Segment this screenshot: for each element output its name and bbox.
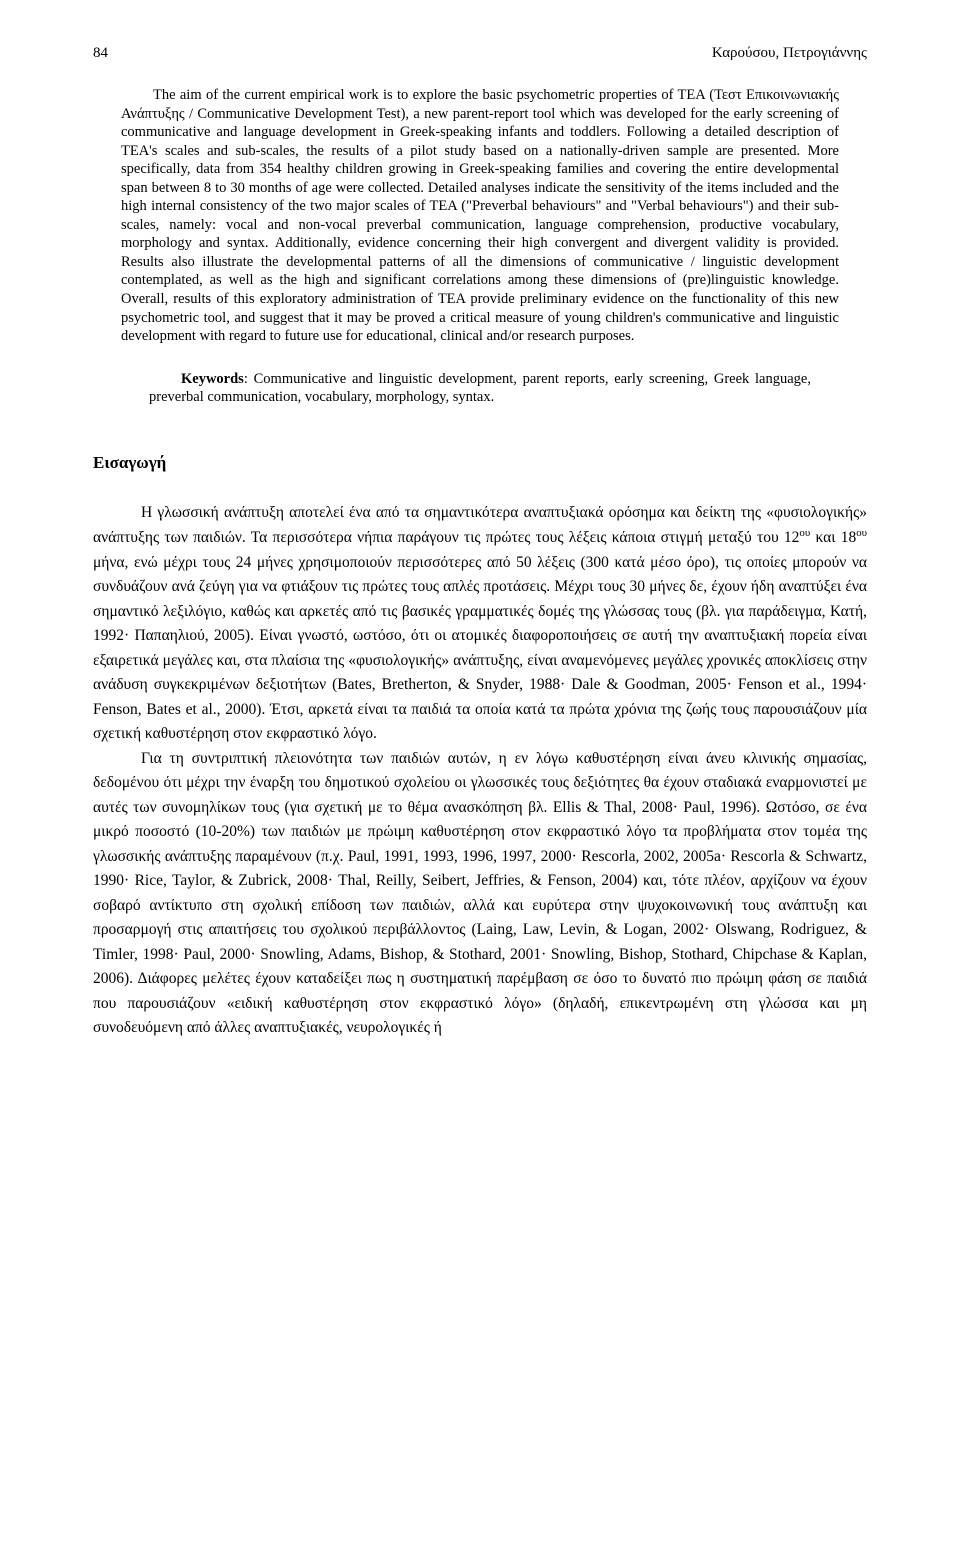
body-paragraph-1: Η γλωσσική ανάπτυξη αποτελεί ένα από τα … xyxy=(93,501,867,747)
keywords-text: : Communicative and linguistic developme… xyxy=(149,371,811,406)
abstract-text: The aim of the current empirical work is… xyxy=(121,86,839,346)
header-authors: Καρούσου, Πετρογιάννης xyxy=(712,45,867,62)
body-p1-part2: και 18 xyxy=(810,529,856,546)
page-number: 84 xyxy=(93,45,108,62)
keywords-label: Keywords xyxy=(181,371,244,387)
section-title: Εισαγωγή xyxy=(93,453,867,473)
body-p1-part1: Η γλωσσική ανάπτυξη αποτελεί ένα από τα … xyxy=(93,504,867,547)
keywords-block: Keywords: Communicative and linguistic d… xyxy=(149,370,811,407)
page-header: 84 Καρούσου, Πετρογιάννης xyxy=(93,45,867,62)
body-p1-sup2: ου xyxy=(856,527,867,539)
body-p1-part3: μήνα, ενώ μέχρι τους 24 μήνες χρησιμοποι… xyxy=(93,554,867,742)
body-paragraph-2: Για τη συντριπτική πλειονότητα των παιδι… xyxy=(93,747,867,1041)
keywords-line: Keywords: Communicative and linguistic d… xyxy=(149,370,811,407)
abstract-block: The aim of the current empirical work is… xyxy=(121,86,839,407)
body-p1-sup1: ου xyxy=(799,527,810,539)
